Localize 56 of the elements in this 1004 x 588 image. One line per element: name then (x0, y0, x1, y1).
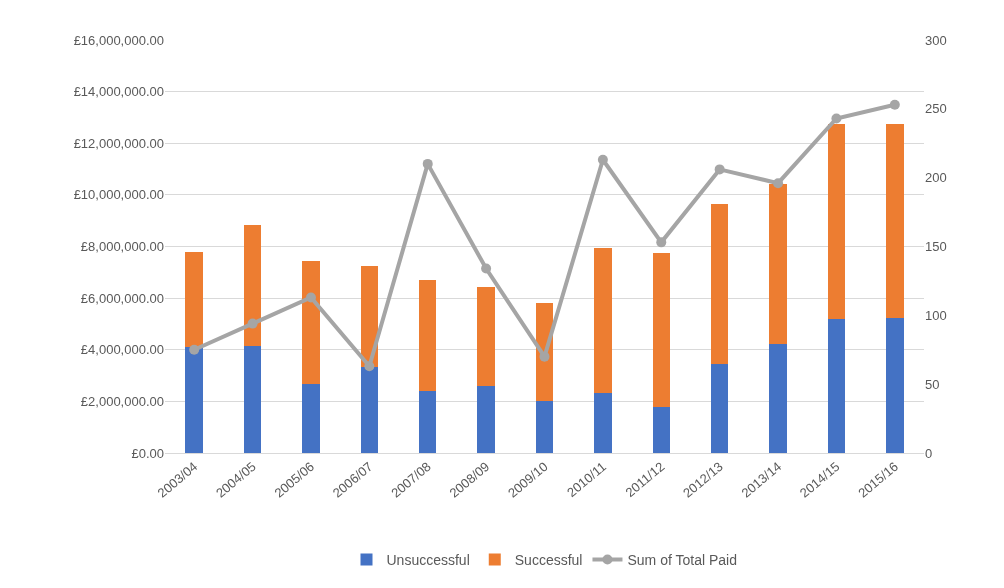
y-tick-label: £14,000,000.00 (73, 84, 164, 100)
point (889, 99, 900, 110)
bar (535, 400, 554, 453)
y2-tick-label: 50 (925, 376, 940, 392)
bar (652, 252, 671, 407)
point (773, 178, 784, 189)
point (539, 351, 550, 362)
bar (302, 260, 320, 385)
y2-tick-label: 300 (925, 32, 947, 48)
point (831, 113, 842, 124)
y-tick-label: £12,000,000.00 (73, 135, 164, 151)
y-tick-label: £16,000,000.00 (73, 32, 164, 48)
bar (477, 385, 495, 453)
bar (769, 183, 787, 344)
y2-tick-label: 150 (925, 239, 947, 255)
bar (360, 367, 379, 453)
bar (594, 393, 612, 453)
y2-tick-label: 100 (925, 307, 947, 323)
bar (477, 287, 495, 386)
point (247, 318, 258, 329)
y-tick-label: £10,000,000.00 (73, 187, 164, 203)
bar (243, 224, 262, 347)
bar (710, 363, 729, 453)
legend-label: Successful (514, 551, 583, 568)
bar (302, 384, 320, 453)
y-tick-label: £0.00 (131, 445, 164, 461)
bar (827, 124, 846, 320)
y2-tick-label: 0 (925, 445, 933, 461)
point (714, 164, 725, 175)
legend-label: Sum of Total Paid (627, 551, 737, 568)
point (597, 154, 608, 165)
bar (594, 248, 612, 394)
bar (710, 204, 729, 364)
y2-tick-label: 250 (925, 101, 947, 117)
bar (418, 391, 437, 453)
y-tick-label: £8,000,000.00 (80, 239, 164, 255)
legend-label: Unsuccessful (386, 551, 470, 568)
point (189, 344, 200, 355)
bar (886, 318, 904, 453)
y-tick-label: £6,000,000.00 (80, 290, 164, 306)
y2-tick-label: 200 (925, 170, 947, 186)
bar (185, 251, 203, 348)
point (422, 158, 433, 169)
point (305, 292, 316, 303)
bar (769, 343, 787, 453)
bar (652, 406, 671, 453)
y-tick-label: £2,000,000.00 (80, 393, 164, 409)
bar (185, 347, 203, 453)
bar (243, 346, 262, 453)
bar (418, 280, 437, 392)
bar (886, 124, 904, 318)
point (656, 237, 667, 248)
point (481, 263, 492, 274)
y-tick-label: £4,000,000.00 (80, 342, 164, 358)
bar (827, 319, 846, 453)
point (364, 361, 375, 372)
